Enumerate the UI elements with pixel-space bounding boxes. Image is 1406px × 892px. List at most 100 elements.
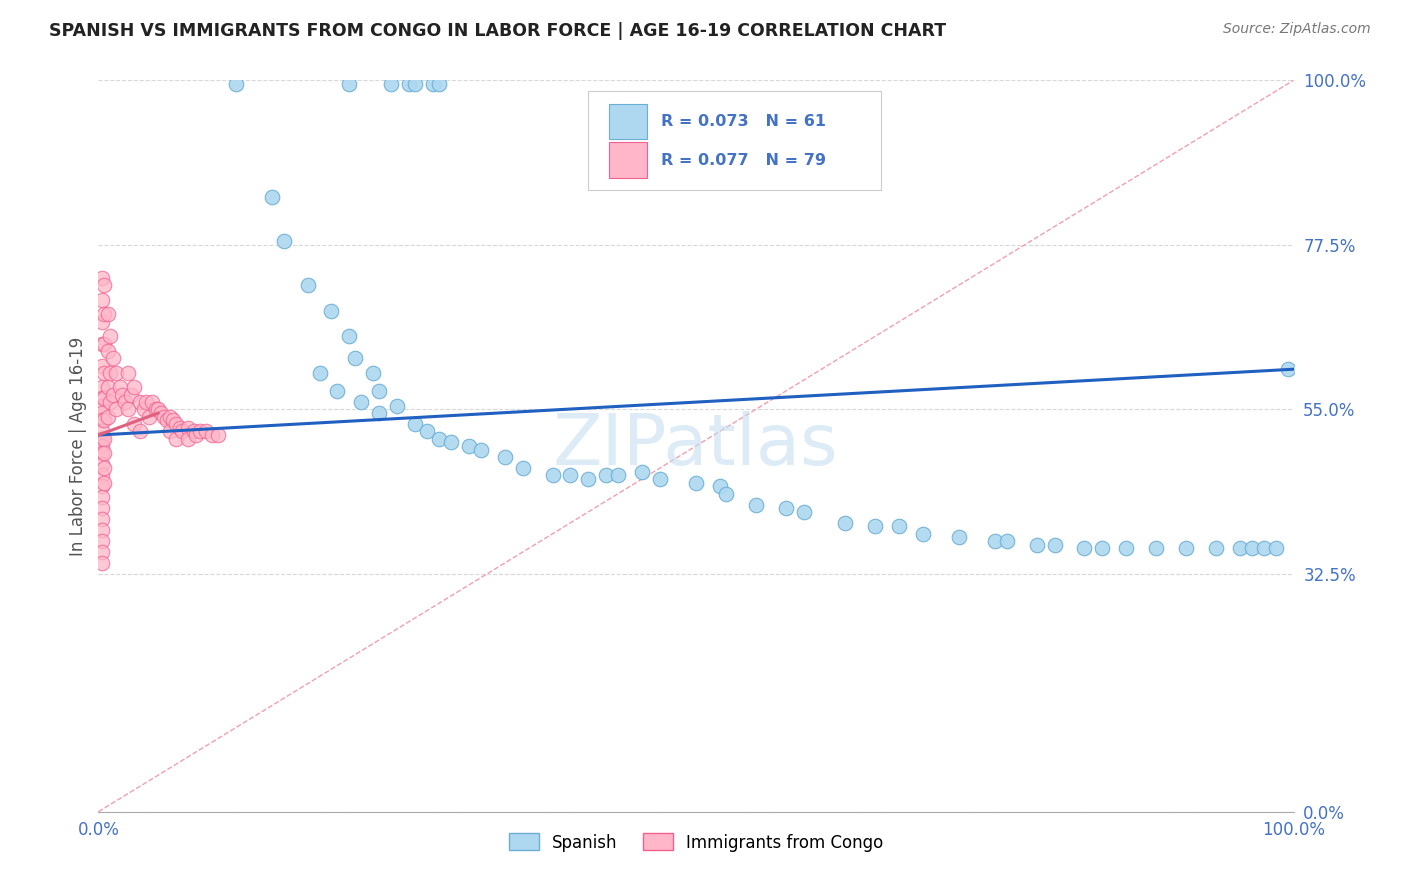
- Point: [404, 77, 426, 91]
- Point: [911, 526, 934, 541]
- Point: [91, 392, 114, 406]
- Point: [1264, 541, 1286, 556]
- FancyBboxPatch shape: [609, 103, 647, 139]
- Point: [91, 336, 114, 351]
- Point: [1205, 541, 1227, 556]
- Point: [91, 490, 114, 504]
- Point: [326, 384, 349, 399]
- Point: [368, 384, 391, 399]
- Point: [470, 442, 492, 457]
- Text: ZIPatlas: ZIPatlas: [553, 411, 839, 481]
- Point: [308, 366, 330, 380]
- Point: [541, 468, 564, 483]
- Point: [117, 402, 139, 417]
- Point: [97, 307, 120, 321]
- Legend: Spanish, Immigrants from Congo: Spanish, Immigrants from Congo: [502, 827, 890, 858]
- Point: [97, 409, 120, 424]
- Point: [865, 519, 887, 533]
- Point: [97, 380, 120, 394]
- Point: [1025, 538, 1047, 552]
- Point: [225, 77, 247, 91]
- Point: [607, 468, 630, 483]
- Point: [91, 545, 114, 559]
- Point: [440, 435, 463, 450]
- Text: Source: ZipAtlas.com: Source: ZipAtlas.com: [1223, 22, 1371, 37]
- Point: [560, 468, 582, 483]
- Point: [793, 505, 815, 519]
- Point: [91, 293, 114, 307]
- Point: [91, 399, 114, 413]
- Point: [91, 446, 114, 460]
- Point: [512, 461, 534, 475]
- Text: SPANISH VS IMMIGRANTS FROM CONGO IN LABOR FORCE | AGE 16-19 CORRELATION CHART: SPANISH VS IMMIGRANTS FROM CONGO IN LABO…: [49, 22, 946, 40]
- Point: [1091, 541, 1114, 556]
- Point: [948, 530, 970, 544]
- Point: [91, 534, 114, 549]
- Text: R = 0.077   N = 79: R = 0.077 N = 79: [661, 153, 827, 168]
- Point: [91, 501, 114, 516]
- Point: [385, 399, 409, 413]
- Point: [91, 432, 114, 446]
- Point: [368, 406, 391, 420]
- Point: [398, 77, 420, 91]
- Point: [105, 402, 128, 417]
- Point: [714, 486, 737, 500]
- Point: [422, 77, 444, 91]
- Point: [93, 366, 115, 380]
- Point: [494, 450, 516, 464]
- Point: [135, 395, 157, 409]
- Point: [91, 406, 114, 420]
- Point: [273, 234, 295, 248]
- Point: [834, 516, 856, 530]
- Point: [260, 190, 283, 204]
- Point: [631, 465, 654, 479]
- Point: [363, 366, 385, 380]
- Point: [186, 428, 208, 442]
- Point: [188, 425, 211, 439]
- Point: [91, 512, 114, 526]
- Point: [145, 402, 167, 417]
- Point: [709, 479, 731, 493]
- Point: [1229, 541, 1251, 556]
- Point: [101, 388, 124, 402]
- Point: [321, 303, 343, 318]
- Point: [91, 413, 114, 427]
- Point: [93, 446, 115, 460]
- Point: [124, 417, 146, 431]
- Point: [427, 432, 450, 446]
- Point: [93, 413, 115, 427]
- Point: [105, 366, 128, 380]
- Point: [1277, 362, 1299, 376]
- Point: [132, 402, 155, 417]
- Point: [416, 425, 439, 439]
- Point: [155, 413, 177, 427]
- Point: [141, 395, 163, 409]
- Point: [138, 409, 160, 424]
- Point: [201, 428, 224, 442]
- Point: [120, 388, 142, 402]
- Point: [169, 421, 191, 435]
- FancyBboxPatch shape: [589, 91, 882, 190]
- Point: [117, 366, 139, 380]
- Point: [1073, 541, 1095, 556]
- Point: [91, 457, 114, 471]
- Point: [350, 395, 373, 409]
- Point: [578, 472, 600, 486]
- Point: [91, 439, 114, 453]
- Point: [995, 534, 1018, 549]
- Point: [165, 432, 187, 446]
- Point: [685, 475, 707, 490]
- Point: [172, 425, 194, 439]
- Point: [745, 498, 768, 512]
- Point: [91, 380, 114, 394]
- Point: [1115, 541, 1137, 556]
- Point: [162, 413, 184, 427]
- Text: R = 0.073   N = 61: R = 0.073 N = 61: [661, 114, 827, 128]
- Point: [595, 468, 617, 483]
- Point: [177, 432, 200, 446]
- Point: [91, 425, 114, 439]
- Point: [297, 278, 319, 293]
- Point: [114, 395, 136, 409]
- Point: [124, 380, 146, 394]
- Point: [153, 409, 176, 424]
